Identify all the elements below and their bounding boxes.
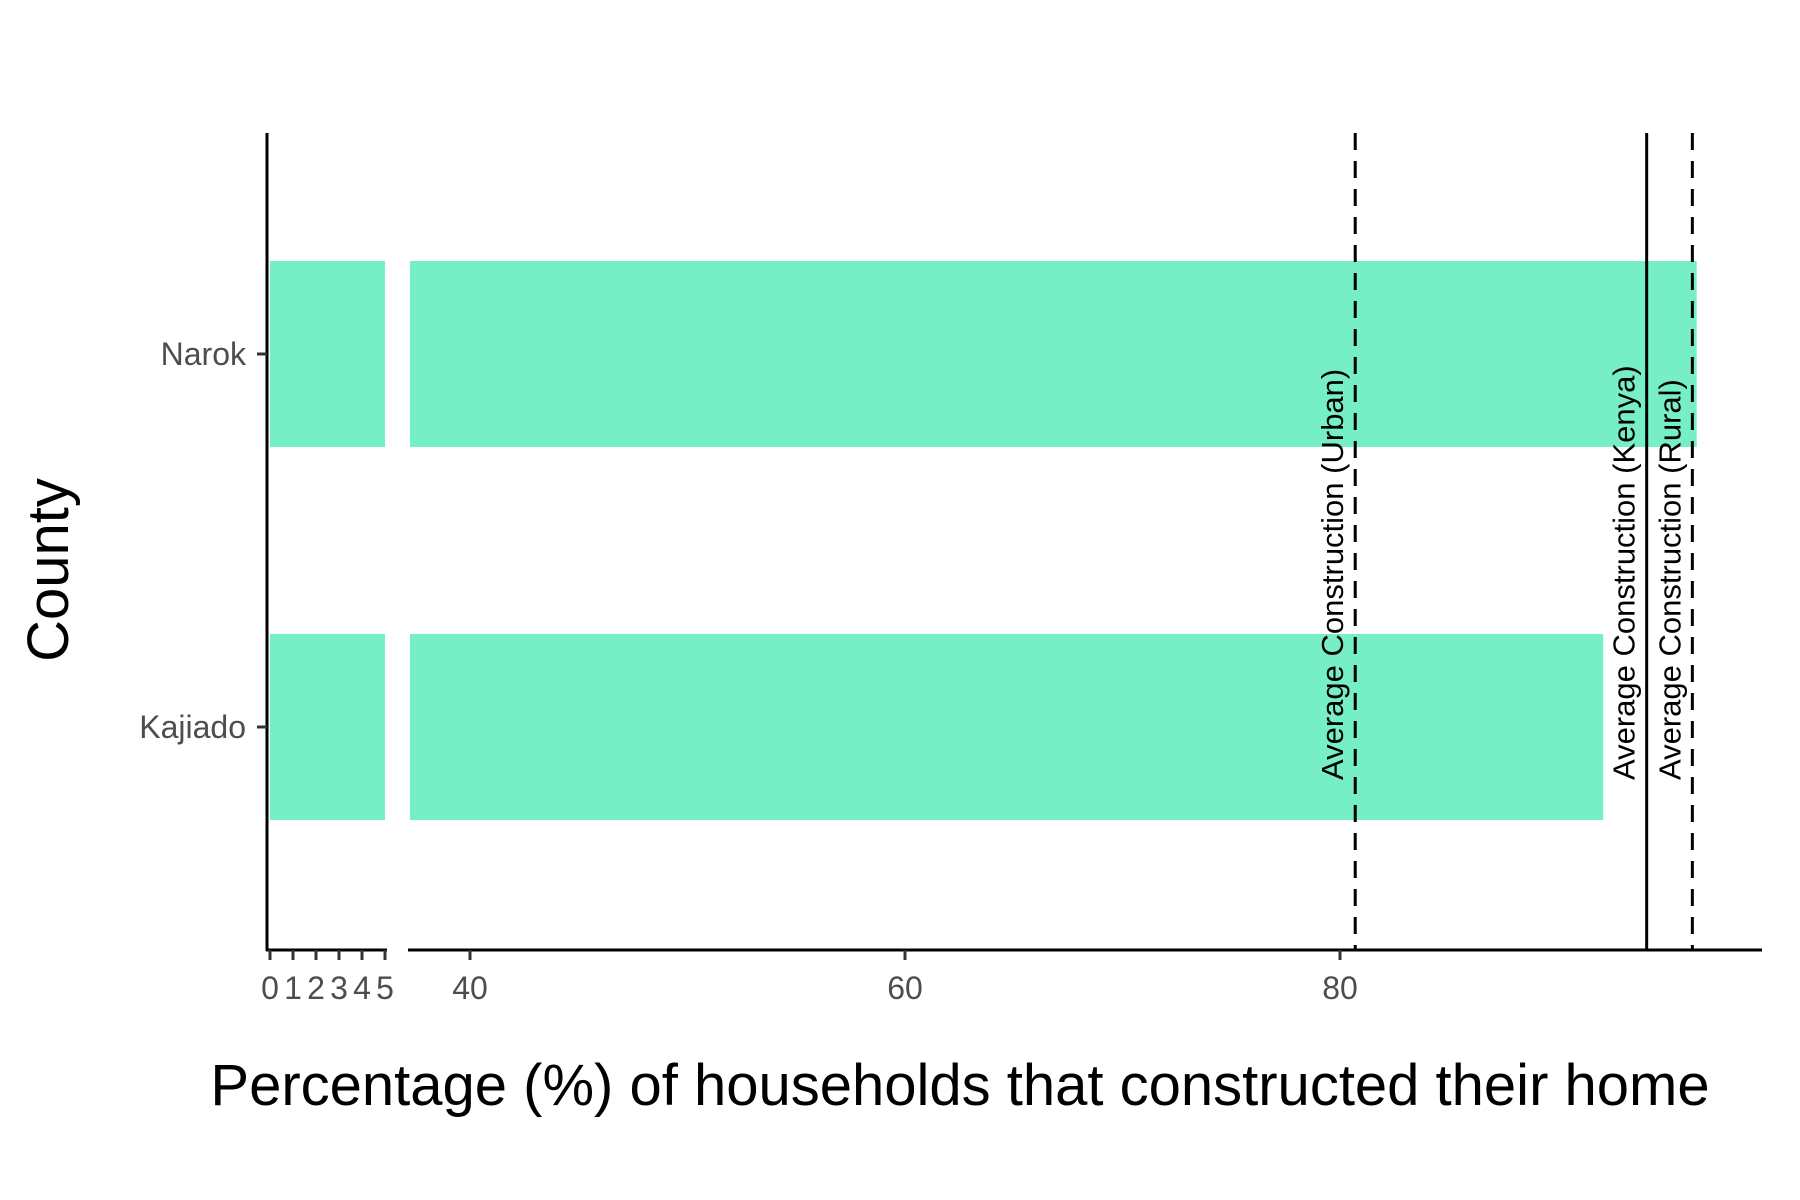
x-tick-label-3: 3 xyxy=(330,970,348,1006)
x-tick-label-0: 0 xyxy=(261,970,279,1006)
y-tick-label-narok: Narok xyxy=(161,336,247,372)
x-tick-label-80: 80 xyxy=(1322,970,1358,1006)
x-axis-title: Percentage (%) of households that constr… xyxy=(210,1053,1709,1118)
x-tick-label-60: 60 xyxy=(887,970,923,1006)
x-tick-label-1: 1 xyxy=(284,970,302,1006)
ref-line-label-3: Average Construction (Rural) xyxy=(1652,379,1687,780)
reference-lines-layer: Average Construction (Urban) Average Cons… xyxy=(1315,133,1694,950)
ref-line-label-1: Average Construction (Urban) xyxy=(1315,369,1350,780)
bars-layer xyxy=(270,261,1697,820)
bar-narok xyxy=(410,261,1697,447)
x-tick-label-5: 5 xyxy=(376,970,394,1006)
x-tick-label-2: 2 xyxy=(307,970,325,1006)
axes-layer xyxy=(265,133,1762,952)
x-tick-label-40: 40 xyxy=(452,970,488,1006)
bar-narok-lower xyxy=(270,261,385,447)
ticks-layer: Kajiado Narok 0 1 2 3 4 5 40 60 80 xyxy=(139,336,1358,1006)
y-axis-title: County xyxy=(16,478,81,662)
y-tick-label-kajiado: Kajiado xyxy=(139,709,246,745)
x-tick-label-4: 4 xyxy=(353,970,371,1006)
bar-kajiado-lower xyxy=(270,634,385,820)
bar-kajiado xyxy=(410,634,1604,820)
ref-line-label-2: Average Construction (Kenya) xyxy=(1607,365,1642,780)
